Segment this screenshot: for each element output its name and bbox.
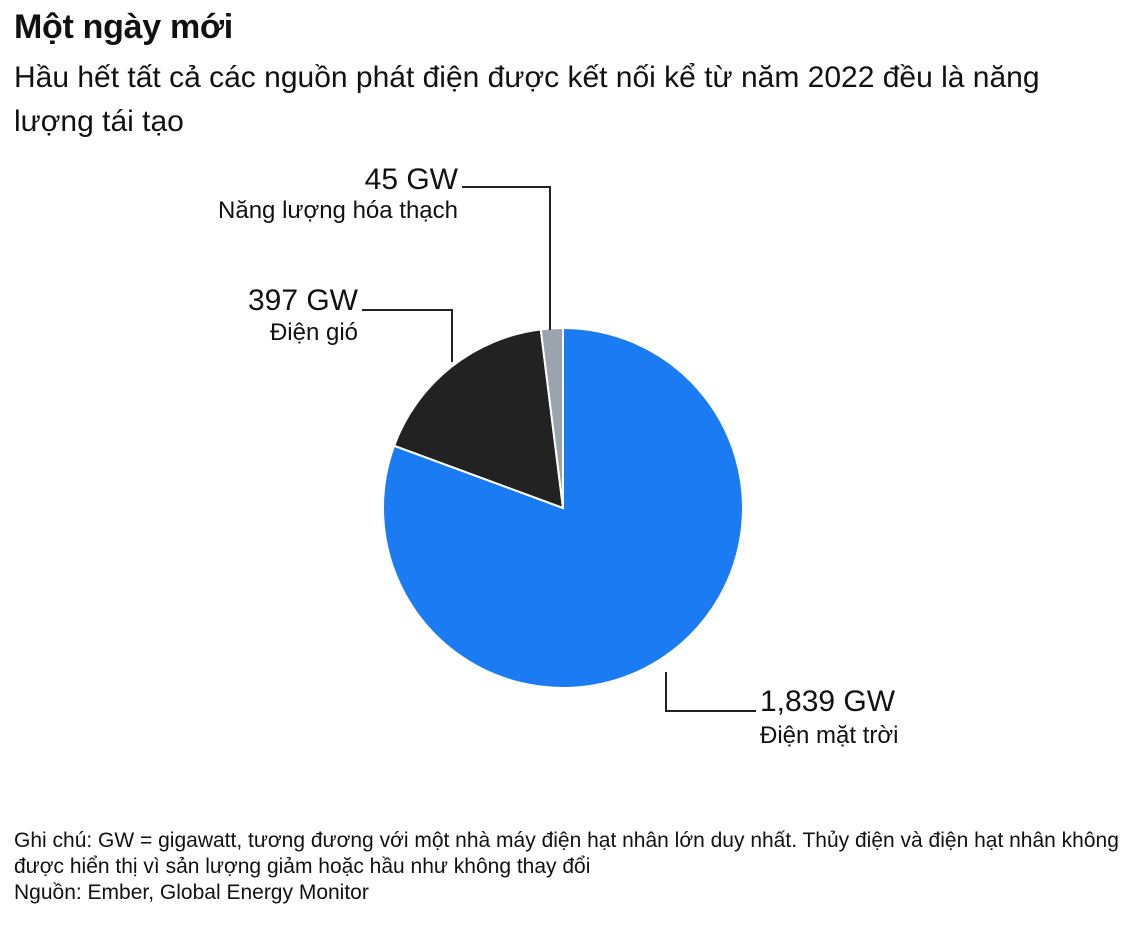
value-label-fossil: 45 GW bbox=[365, 163, 459, 196]
slice-wind bbox=[392, 328, 565, 510]
source-text: Nguồn: Ember, Global Energy Monitor bbox=[14, 881, 369, 904]
name-label-wind: Điện gió bbox=[270, 319, 358, 346]
value-label-wind: 397 GW bbox=[248, 284, 359, 317]
name-label-solar: Điện mặt trời bbox=[760, 722, 898, 749]
chart-subtitle: Hầu hết tất cả các nguồn phát điện được … bbox=[14, 61, 1040, 138]
leader-line-fossil bbox=[462, 186, 551, 330]
name-label-fossil: Năng lượng hóa thạch bbox=[218, 197, 458, 224]
pie-slices bbox=[382, 326, 744, 689]
chart-title: Một ngày mới bbox=[14, 8, 233, 46]
slice-fossil bbox=[539, 326, 564, 509]
leader-line-wind bbox=[362, 309, 453, 362]
leader-line-solar bbox=[665, 672, 756, 712]
pie-chart: 45 GW Năng lượng hóa thạch 397 GW Điện g… bbox=[218, 163, 898, 749]
note-text: Ghi chú: GW = gigawatt, tương đương với … bbox=[14, 829, 1119, 878]
chart-notes: Ghi chú: GW = gigawatt, tương đương với … bbox=[14, 828, 1119, 906]
value-label-solar: 1,839 GW bbox=[760, 685, 896, 718]
